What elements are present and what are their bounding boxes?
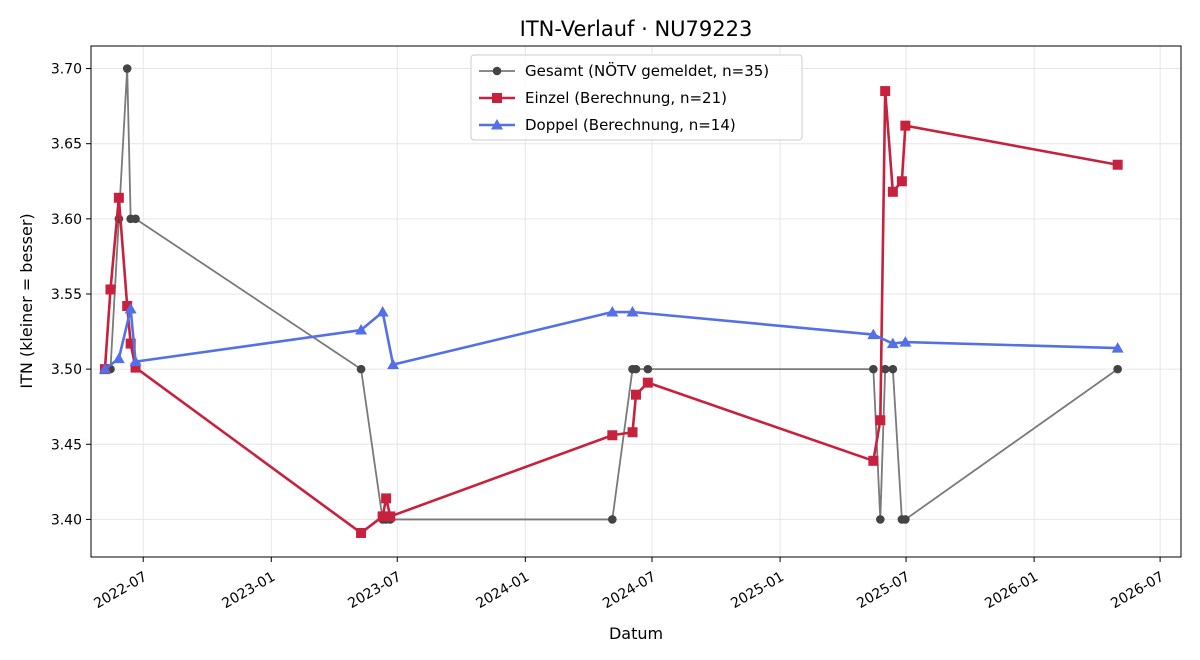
series-0 [100,64,1122,524]
data-point [867,328,880,340]
y-axis-label: ITN (kleiner = besser) [17,213,36,388]
data-point [627,427,638,438]
y-tick-label: 3.50 [51,362,82,378]
data-point [98,363,111,374]
data-point [896,176,907,187]
data-point [1113,364,1122,374]
data-point [607,430,618,441]
legend-marker [492,66,502,76]
data-point [643,364,653,374]
y-tick-label: 3.70 [51,62,82,78]
data-point [113,192,124,203]
y-tick-label: 3.60 [51,212,82,228]
x-tick-label: 2023-07 [345,569,404,612]
data-point [888,364,898,374]
data-point [606,306,619,317]
legend-label: Doppel (Berechnung, n=14) [525,116,736,134]
data-point [880,364,890,374]
data-point [887,186,898,197]
data-point [631,389,641,400]
data-point [131,214,140,224]
x-axis-label: Datum [609,624,663,643]
x-axis: 2022-07 2023-01 2023-07 2024-01 2024-07 2025-… [91,557,1167,612]
x-tick-label: 2024-07 [600,569,659,612]
y-tick-label: 3.65 [51,137,82,153]
legend-marker [492,93,502,103]
data-point [130,362,141,373]
y-axis: 3.40 3.45 3.50 3.55 3.60 3.65 3.70 [51,62,91,528]
data-point [868,455,879,466]
series-line [104,307,1118,371]
data-point [608,515,617,524]
x-tick-label: 2025-07 [854,569,913,612]
data-point [125,338,136,349]
data-point [381,493,392,504]
x-tick-label: 2026-07 [1108,569,1167,612]
x-tick-label: 2022-07 [91,569,150,612]
data-point [899,336,912,347]
data-point [626,306,639,317]
data-point [377,511,388,522]
data-point [880,86,891,97]
data-point [642,377,653,388]
data-point [105,284,116,295]
data-point [1112,159,1123,170]
data-point [355,324,368,335]
legend-box [470,54,803,141]
y-tick-label: 3.40 [51,512,82,528]
x-tick-label: 2023-01 [219,569,278,612]
data-point [112,352,125,364]
x-tick-label: 2026-01 [982,569,1041,612]
plot-frame [90,45,1182,558]
data-point [900,120,911,131]
data-point [901,515,910,524]
data-point [356,364,366,374]
y-tick-label: 3.45 [51,437,82,453]
data-point [129,355,142,367]
data-point [869,364,878,374]
data-point [122,64,132,73]
data-point [385,511,396,522]
legend-marker [491,119,503,130]
data-point [631,364,641,374]
x-tick-label: 2025-01 [728,569,787,612]
data-point [356,527,367,538]
data-point [122,301,133,312]
data-point [876,515,885,524]
chart-title: ITN-Verlauf · NU79223 [520,17,753,41]
series-2 [98,303,1124,374]
legend-label: Gesamt (NÖTV gemeldet, n=35) [525,61,769,80]
data-point [886,337,899,349]
data-point [875,415,886,426]
series-layer [98,64,1124,538]
y-tick-label: 3.55 [51,287,82,303]
data-point [376,306,389,317]
x-tick-label: 2024-01 [473,569,532,612]
data-point [124,303,137,314]
legend-label: Einzel (Berechnung, n=21) [525,89,727,107]
data-point [1111,342,1124,353]
legend: Gesamt (NÖTV gemeldet, n=35) Einzel (Bere… [470,54,803,141]
data-point [387,358,400,370]
